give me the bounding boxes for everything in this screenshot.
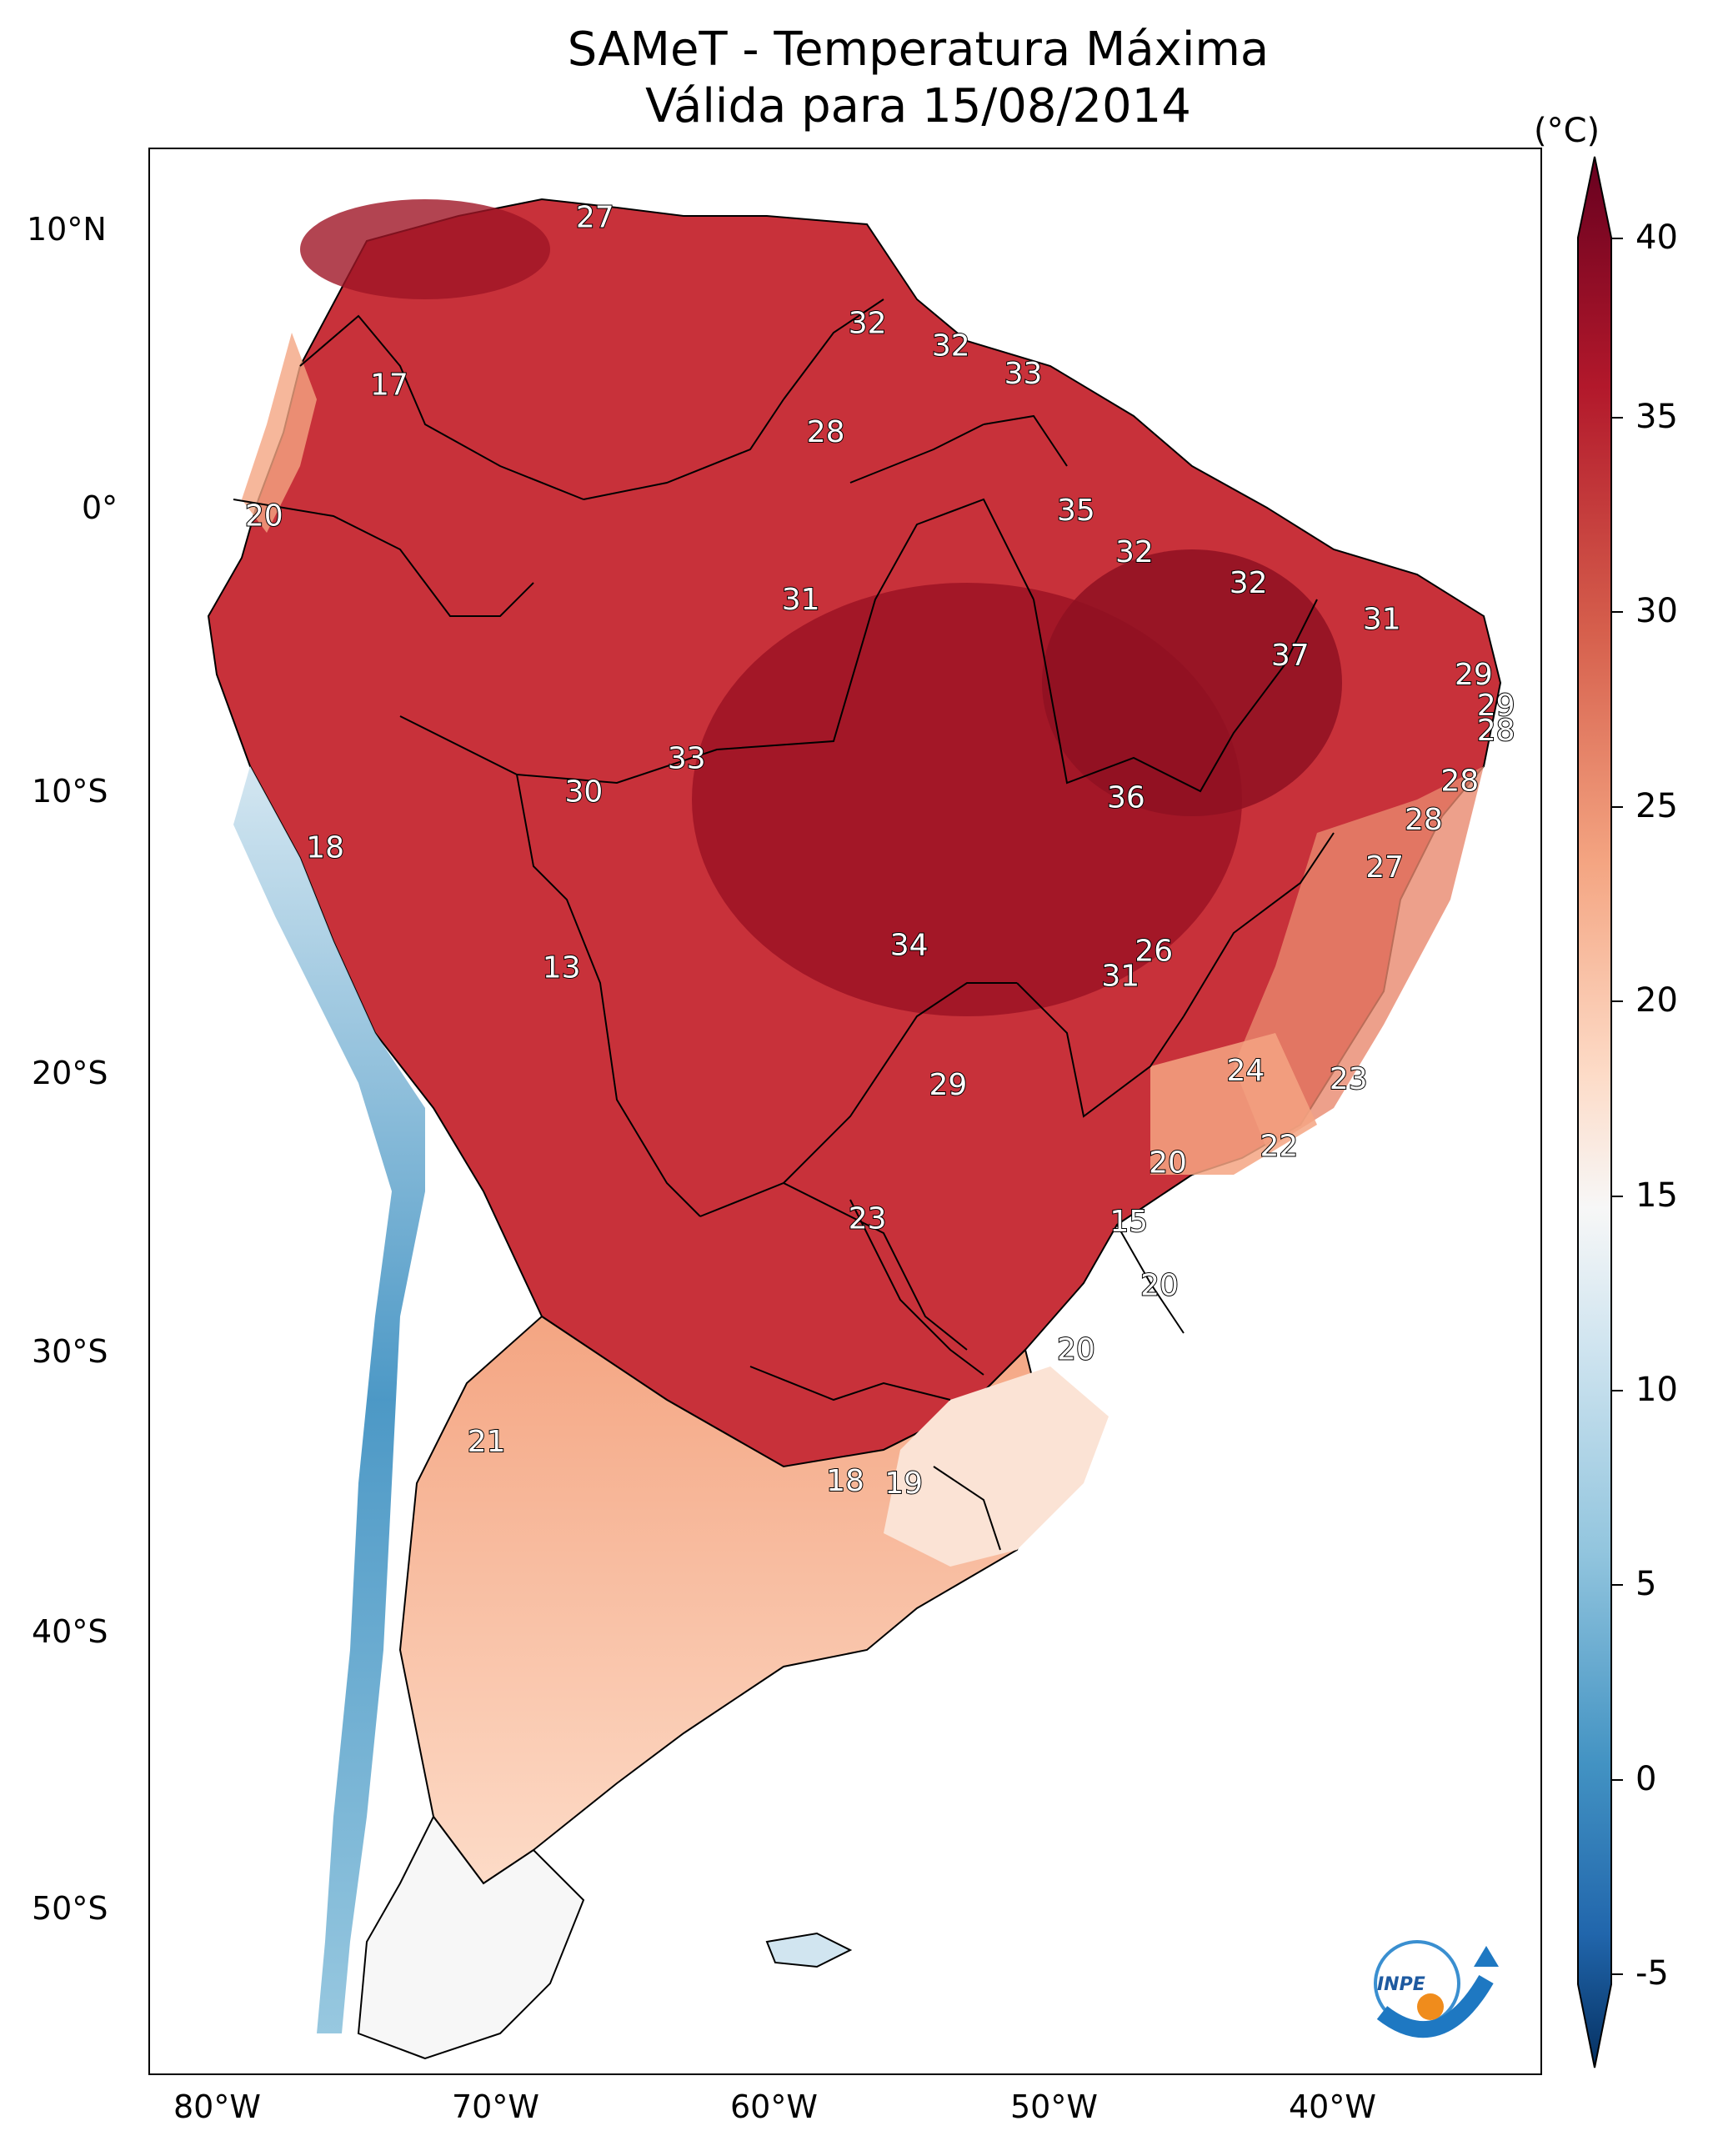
temperature-label: 37 <box>1271 639 1310 673</box>
temperature-label: 15 <box>1109 1205 1148 1239</box>
colorbar-tick-5: 5 <box>1635 1565 1657 1603</box>
temperature-label: 13 <box>543 950 581 985</box>
temperature-label: 23 <box>849 1202 887 1236</box>
colorbar-tick-15: 15 <box>1635 1176 1678 1215</box>
temperature-label: 34 <box>890 929 929 963</box>
temperature-label: 29 <box>1455 658 1493 692</box>
colorbar-gradient <box>1577 156 1612 2068</box>
inpe-logo: INPE <box>1365 1933 1507 2050</box>
temperature-label: 28 <box>1405 803 1443 837</box>
temperature-label: 26 <box>1134 934 1173 968</box>
temperature-label: 31 <box>782 583 820 617</box>
lon-label-80w: 80°W <box>173 2088 261 2125</box>
temperature-label: 27 <box>576 201 614 235</box>
temperature-label: 31 <box>1363 602 1401 636</box>
falklands <box>765 1932 853 1968</box>
colorbar-tick-minus5: -5 <box>1635 1954 1669 1993</box>
temperature-label: 20 <box>245 499 283 534</box>
lat-label-10n: 10°N <box>27 211 107 248</box>
temperature-label: 17 <box>370 368 408 402</box>
lon-label-60w: 60°W <box>730 2088 818 2125</box>
temperature-label: 20 <box>1149 1146 1187 1181</box>
colorbar-tick-30: 30 <box>1635 592 1678 630</box>
lon-label-70w: 70°W <box>452 2088 539 2125</box>
lon-label-50w: 50°W <box>1010 2088 1098 2125</box>
temperature-label: 32 <box>849 307 887 341</box>
temperature-label: 31 <box>1101 959 1139 993</box>
temperature-label: 18 <box>306 831 344 865</box>
temperature-label: 28 <box>1477 714 1515 748</box>
colorbar-tick-35: 35 <box>1635 398 1678 436</box>
temperature-label: 36 <box>1107 780 1145 815</box>
temperature-label: 23 <box>1330 1062 1368 1096</box>
map-title-line1: SAMeT - Temperatura Máxima <box>567 23 1270 77</box>
temperature-label: 32 <box>1230 566 1268 600</box>
colorbar-tick-40: 40 <box>1635 218 1678 257</box>
temperature-label: 24 <box>1226 1054 1265 1088</box>
temperature-label: 32 <box>1115 535 1154 569</box>
lon-label-40w: 40°W <box>1289 2088 1376 2125</box>
temperature-label: 20 <box>1140 1269 1179 1303</box>
colorbar-tick-0: 0 <box>1635 1760 1657 1798</box>
temperature-label: 29 <box>929 1068 967 1102</box>
temperature-label: 33 <box>1004 357 1043 391</box>
temperature-label: 29 <box>1477 689 1515 723</box>
temperature-label: 28 <box>807 415 845 449</box>
colorbar-tick-20: 20 <box>1635 981 1678 1020</box>
colorbar-tick-25: 25 <box>1635 787 1678 825</box>
colorbar-tick-10: 10 <box>1635 1371 1678 1409</box>
lat-label-10s: 10°S <box>32 773 108 810</box>
temperature-label: 27 <box>1365 850 1404 885</box>
lat-label-40s: 40°S <box>32 1613 108 1650</box>
temperature-label: 21 <box>468 1425 506 1459</box>
temperature-label: 30 <box>564 775 603 810</box>
temperature-label: 19 <box>884 1467 923 1501</box>
country-borders <box>233 298 1335 1551</box>
temperature-label: 28 <box>1440 764 1479 798</box>
map-title-line2: Válida para 15/08/2014 <box>645 79 1191 133</box>
lat-label-50s: 50°S <box>32 1890 108 1927</box>
inpe-logo-text: INPE <box>1377 1974 1425 1995</box>
lat-label-0: 0° <box>82 489 118 526</box>
lat-label-30s: 30°S <box>32 1333 108 1370</box>
temperature-label: 18 <box>826 1464 864 1498</box>
map-panel: 27 32 32 33 17 28 35 20 32 32 31 31 37 29 29 28 33 28 30 36… <box>148 148 1542 2075</box>
temperature-label: 32 <box>932 329 970 364</box>
lat-label-20s: 20°S <box>32 1055 108 1091</box>
temperature-label: 33 <box>668 742 706 776</box>
temperature-label: 35 <box>1057 494 1095 528</box>
temperature-label: 22 <box>1260 1130 1298 1164</box>
colorbar-unit: (°C) <box>1534 112 1600 150</box>
temperature-label: 20 <box>1057 1333 1095 1367</box>
